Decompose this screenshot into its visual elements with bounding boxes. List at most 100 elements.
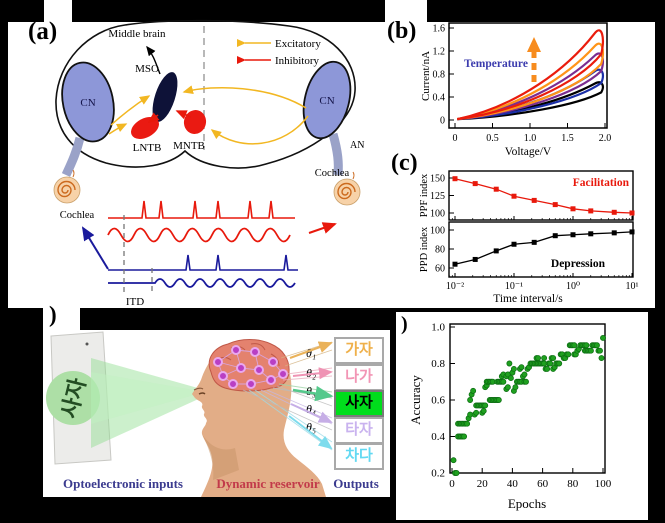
cochlea-left-icon [53,169,81,204]
e-ylabel: Accuracy [408,375,423,425]
e-ytick: 1.0 [431,322,445,334]
accuracy-point [473,409,480,416]
accuracy-point [518,364,525,371]
card-pin [85,342,89,346]
theta-label-5: θ₅ [306,420,316,434]
accuracy-point [500,378,507,385]
accuracy-point [507,375,514,382]
legend-inhibitory-label: Inhibitory [275,55,319,67]
b-ytick: 1.6 [433,24,446,35]
red-output-arrow [308,222,337,234]
neck-shading [202,434,239,480]
c-marker [588,231,594,237]
lntb-label: LNTB [133,142,162,154]
iv-loop-curve_1 [457,81,604,121]
c-series-line-0 [454,178,633,214]
inhibitory-mntb-mso [175,110,192,120]
output-arrow-3 [292,385,334,402]
e-ytick: 0.6 [431,395,445,407]
c-ytick: 150 [430,174,445,185]
caption-outputs: Outputs [333,476,379,491]
c-marker [611,230,617,236]
blue-spike-train [108,254,298,271]
light-beam-core [91,372,205,424]
itd-label: ITD [126,296,144,308]
e-xtick: 60 [537,478,549,490]
panel-b-label: (b) [387,18,417,44]
mso-label: MSO [135,63,159,75]
accuracy-point [583,342,590,349]
b-ylabel: Current/nA [420,51,432,101]
theta-label-2: θ₂ [306,366,316,380]
c-marker [552,233,558,239]
c-marker [570,232,576,238]
b-xtick: 1.5 [561,133,574,144]
cn-left-label: CN [80,97,95,109]
output-arrow-2 [292,367,333,380]
facilitation-annotation: Facilitation [573,177,630,189]
accuracy-point [541,355,548,361]
caption-dynamic-reservoir: Dynamic reservoir [216,476,320,491]
output-word-box-5: 차다 [334,443,384,470]
c-marker [511,241,517,247]
accuracy-point [587,347,594,354]
c-marker [493,186,499,192]
b-xlabel: Voltage/V [505,146,552,158]
theta-label-1: θ₁ [306,346,316,360]
c-marker [531,239,537,245]
cochlea-right-icon [333,171,361,206]
c-ytick: 125 [430,191,445,202]
b-ytick: 1.2 [433,47,446,58]
b-xtick: 2.0 [599,133,612,144]
an-label: AN [350,140,364,151]
accuracy-point [521,371,528,378]
accuracy-point [464,420,471,427]
accuracy-point [504,384,511,391]
c-xtick: 10⁻² [446,281,464,292]
inhibitory-mso-lntb [147,112,160,123]
panel-e-background [396,312,648,520]
accuracy-point [550,355,557,361]
notch-b [385,0,427,22]
e-ytick: 0.2 [431,468,445,480]
c-ylabel-0: PPF index [419,173,430,217]
red-spike-train [108,200,295,219]
panel-a-label: (a) [28,18,58,45]
excitatory-arrow-icon [237,39,246,47]
notch-a [44,0,72,22]
middle-brain-label: Middle brain [108,28,166,40]
c-series-line-1 [454,231,633,265]
c-ylabel-1: PPD index [419,226,430,272]
temperature-arrow-head [527,37,541,52]
reservoir-computing-illustration: 사자 [46,331,334,497]
b-xtick: 0 [453,133,458,144]
b-xtick: 0.5 [486,133,499,144]
cn-right-label: CN [319,95,334,107]
c-ytick: 60 [435,264,445,275]
mntb-label: MNTB [173,140,205,152]
c-marker [511,193,517,199]
panel-c-label: (c) [391,150,418,176]
output-arrow-1 [289,341,333,359]
depression-annotation: Depression [551,258,606,270]
accuracy-point [506,360,513,367]
mso-nucleus [152,72,178,122]
accuracy-point [453,470,460,476]
output-word-box-1: 가자 [334,337,384,364]
notch-d [43,302,80,330]
e-axes-frame [449,323,606,474]
accuracy-point [556,360,563,367]
c-marker [611,209,617,215]
b-xtick: 1.0 [524,133,537,144]
cn-right-nucleus [302,60,352,140]
excitatory-cn-to-lntb [108,123,128,135]
accuracy-point [495,397,502,403]
accuracy-point [535,355,542,361]
e-ytick: 0.8 [431,358,445,370]
accuracy-epochs-chart: 0.2 0.4 0.6 0.8 1.0 0 20 40 60 80 100 Epochs Accurac… [408,322,612,512]
eye [198,392,206,395]
output-arrow-5 [288,415,333,450]
panel-d-label: ) [49,302,57,327]
